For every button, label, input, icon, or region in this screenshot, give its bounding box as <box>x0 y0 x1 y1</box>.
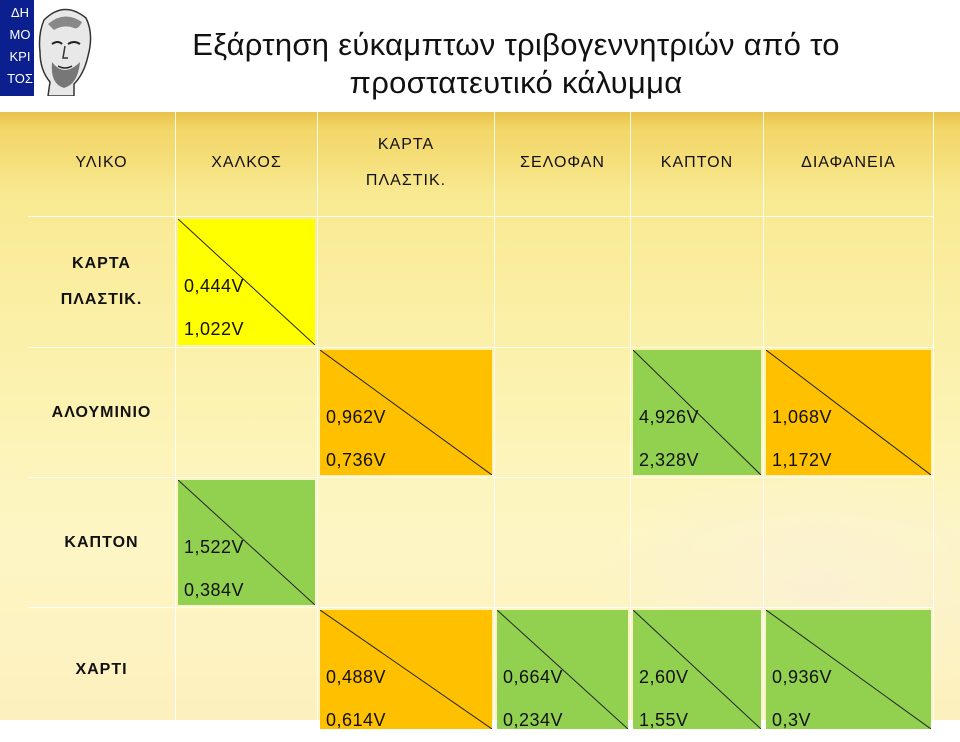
empty-cell <box>764 217 934 348</box>
diagonal-divider <box>633 350 761 475</box>
value-pair: 4,926V 2,328V <box>639 396 699 482</box>
value-top: 0,444V <box>184 276 245 296</box>
header-cellophane-label: ΣΕΛΟΦΑΝ <box>520 154 605 171</box>
row-header-label: ΚΑΡΤΑ ΠΛΑΣΤΙΚ. <box>61 246 143 318</box>
value-bottom: 0,3V <box>772 710 812 730</box>
header-line: ΠΛΑΣΤΙΚ. <box>365 172 447 189</box>
diagonal-divider <box>633 610 761 729</box>
header-line: ΚΑΡΤΑ <box>377 136 435 153</box>
empty-cell <box>318 217 495 348</box>
value-bottom: 0,384V <box>184 580 245 600</box>
value-top: 0,936V <box>772 667 833 687</box>
value-top: 1,068V <box>772 407 833 427</box>
title-line-2: προστατευτικό κάλυμμα <box>349 65 683 100</box>
value-pair: 1,068V 1,172V <box>772 396 832 482</box>
value-pair: 0,664V 0,234V <box>503 656 563 742</box>
row-header-plastic-card: ΚΑΡΤΑ ΠΛΑΣΤΙΚ. <box>28 217 176 348</box>
empty-cell <box>318 478 495 608</box>
row-header-paper: ΧΑΡΤΙ <box>28 608 176 732</box>
results-table: ΥΛΙΚΟ ΧΑΛΚΟΣ ΚΑΡΤΑ ΠΛΑΣΤΙΚ. ΣΕΛΟΦΑΝ ΚΑΠΤ… <box>28 110 934 732</box>
value-bottom: 0,234V <box>503 710 564 730</box>
empty-cell <box>495 478 631 608</box>
header-transparency: ΔΙΑΦΑΝΕΙΑ <box>764 110 934 217</box>
header-cellophane: ΣΕΛΟΦΑΝ <box>495 110 631 217</box>
value-cell: 2,60V 1,55V <box>631 608 764 732</box>
header-kapton-label: ΚΑΠΤΟΝ <box>660 154 734 171</box>
header-plastic-card-label: ΚΑΡΤΑ ΠΛΑΣΤΙΚ. <box>366 127 446 199</box>
value-bottom: 0,736V <box>326 450 387 470</box>
empty-cell <box>176 348 318 478</box>
value-pair: 1,522V 0,384V <box>184 526 244 612</box>
header-copper-label: ΧΑΛΚΟΣ <box>211 154 282 171</box>
header-transparency-label: ΔΙΑΦΑΝΕΙΑ <box>801 154 896 171</box>
value-bottom: 2,328V <box>639 450 700 470</box>
logo-letter-line: ΔΗ <box>10 5 30 20</box>
header-material-label: ΥΛΙΚΟ <box>75 154 128 171</box>
value-cell: 0,444V 1,022V <box>176 217 318 348</box>
diagonal-divider <box>178 219 315 345</box>
diagonal-divider <box>320 610 492 729</box>
row-header-kapton: ΚΑΠΤΟΝ <box>28 478 176 608</box>
demokritos-logo: ΔΗ ΜΟ ΚΡΙ ΤΟΣ <box>0 0 96 96</box>
slide-title: Εξάρτηση εύκαμπτων τριβογεννητριών από τ… <box>96 26 936 102</box>
value-pair: 0,444V 1,022V <box>184 265 244 351</box>
empty-cell <box>631 478 764 608</box>
empty-cell <box>764 478 934 608</box>
logo-letter-line: ΤΟΣ <box>7 71 33 86</box>
row-header-line: ΠΛΑΣΤΙΚ. <box>60 291 143 308</box>
empty-cell <box>631 217 764 348</box>
empty-cell <box>176 608 318 732</box>
empty-cell <box>495 348 631 478</box>
empty-cell <box>495 217 631 348</box>
header-plastic-card: ΚΑΡΤΑ ΠΛΑΣΤΙΚ. <box>318 110 495 217</box>
value-cell: 1,522V 0,384V <box>176 478 318 608</box>
value-pair: 0,488V 0,614V <box>326 656 386 742</box>
value-top: 2,60V <box>639 667 689 687</box>
diagonal-divider <box>178 480 315 605</box>
value-pair: 0,962V 0,736V <box>326 396 386 482</box>
row-header-label: ΚΑΠΤΟΝ <box>64 533 139 551</box>
row-header-label: ΧΑΡΤΙ <box>75 660 128 678</box>
value-cell: 0,962V 0,736V <box>318 348 495 478</box>
value-top: 4,926V <box>639 407 700 427</box>
row-header-aluminium: ΑΛΟΥΜΙΝΙΟ <box>28 348 176 478</box>
value-cell: 1,068V 1,172V <box>764 348 934 478</box>
value-cell: 0,664V 0,234V <box>495 608 631 732</box>
value-bottom: 1,55V <box>639 710 689 730</box>
value-top: 0,962V <box>326 407 387 427</box>
diagonal-divider <box>497 610 628 729</box>
header-material: ΥΛΙΚΟ <box>28 110 176 217</box>
value-pair: 2,60V 1,55V <box>639 656 689 742</box>
value-bottom: 1,022V <box>184 319 245 339</box>
title-line-1: Εξάρτηση εύκαμπτων τριβογεννητριών από τ… <box>192 27 840 62</box>
logo-letter-line: ΚΡΙ <box>9 49 31 64</box>
value-pair: 0,936V 0,3V <box>772 656 832 742</box>
value-cell: 0,488V 0,614V <box>318 608 495 732</box>
value-cell: 4,926V 2,328V <box>631 348 764 478</box>
diagonal-divider <box>766 610 931 729</box>
logo-letters: ΔΗ ΜΟ ΚΡΙ ΤΟΣ <box>3 2 37 90</box>
value-top: 0,488V <box>326 667 387 687</box>
header-copper: ΧΑΛΚΟΣ <box>176 110 318 217</box>
value-cell: 0,936V 0,3V <box>764 608 934 732</box>
value-top: 0,664V <box>503 667 564 687</box>
background-swoosh <box>0 112 960 192</box>
diagonal-divider <box>766 350 931 475</box>
value-bottom: 1,172V <box>772 450 833 470</box>
diagonal-divider <box>320 350 492 475</box>
header-kapton: ΚΑΠΤΟΝ <box>631 110 764 217</box>
value-bottom: 0,614V <box>326 710 387 730</box>
row-header-line: ΚΑΡΤΑ <box>72 255 131 272</box>
bust-portrait-icon <box>34 0 96 96</box>
row-header-label: ΑΛΟΥΜΙΝΙΟ <box>51 403 152 421</box>
logo-letter-line: ΜΟ <box>9 27 31 42</box>
value-top: 1,522V <box>184 537 245 557</box>
